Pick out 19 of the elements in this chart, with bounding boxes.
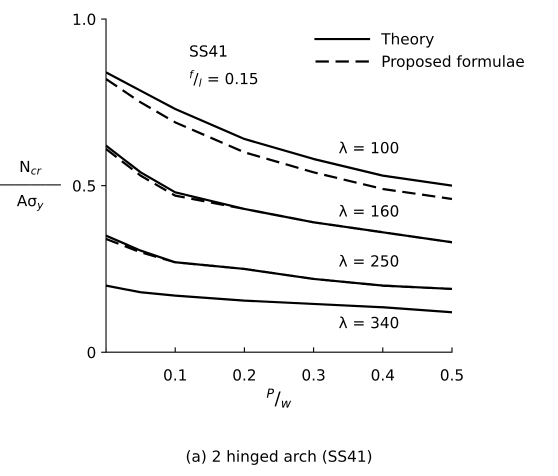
annotation: $^{f}$/$_{l}$ = 0.15 [190,70,258,87]
annotation: λ = 250 [339,254,398,267]
annotation: λ = 100 [339,142,398,154]
x-axis-title: $^{P}$/$_{w}$ [266,388,292,408]
y-tick-label: 1.0 [74,14,96,26]
annotation: SS41 [190,45,226,57]
x-tick-label: 0.1 [164,369,186,381]
x-tick-label: 0.4 [372,369,394,381]
y-tick-label: 0.5 [73,180,95,192]
x-tick-label: 0.3 [302,369,325,381]
x-tick-label: 0.2 [233,369,256,381]
legend-label: Theory [381,32,434,48]
y-tick-label: 0 [88,346,96,358]
annotation: λ = 340 [339,316,398,328]
y-axis-title: N$_{cr}$ ―――― Aσ$_{y}$ [0,160,61,211]
annotation: λ = 160 [339,204,398,217]
text: (a) 2 hinged arch (SS41) [186,450,372,465]
legend-label: Proposed formulae [382,55,524,70]
x-tick-label: 0.5 [440,369,463,381]
